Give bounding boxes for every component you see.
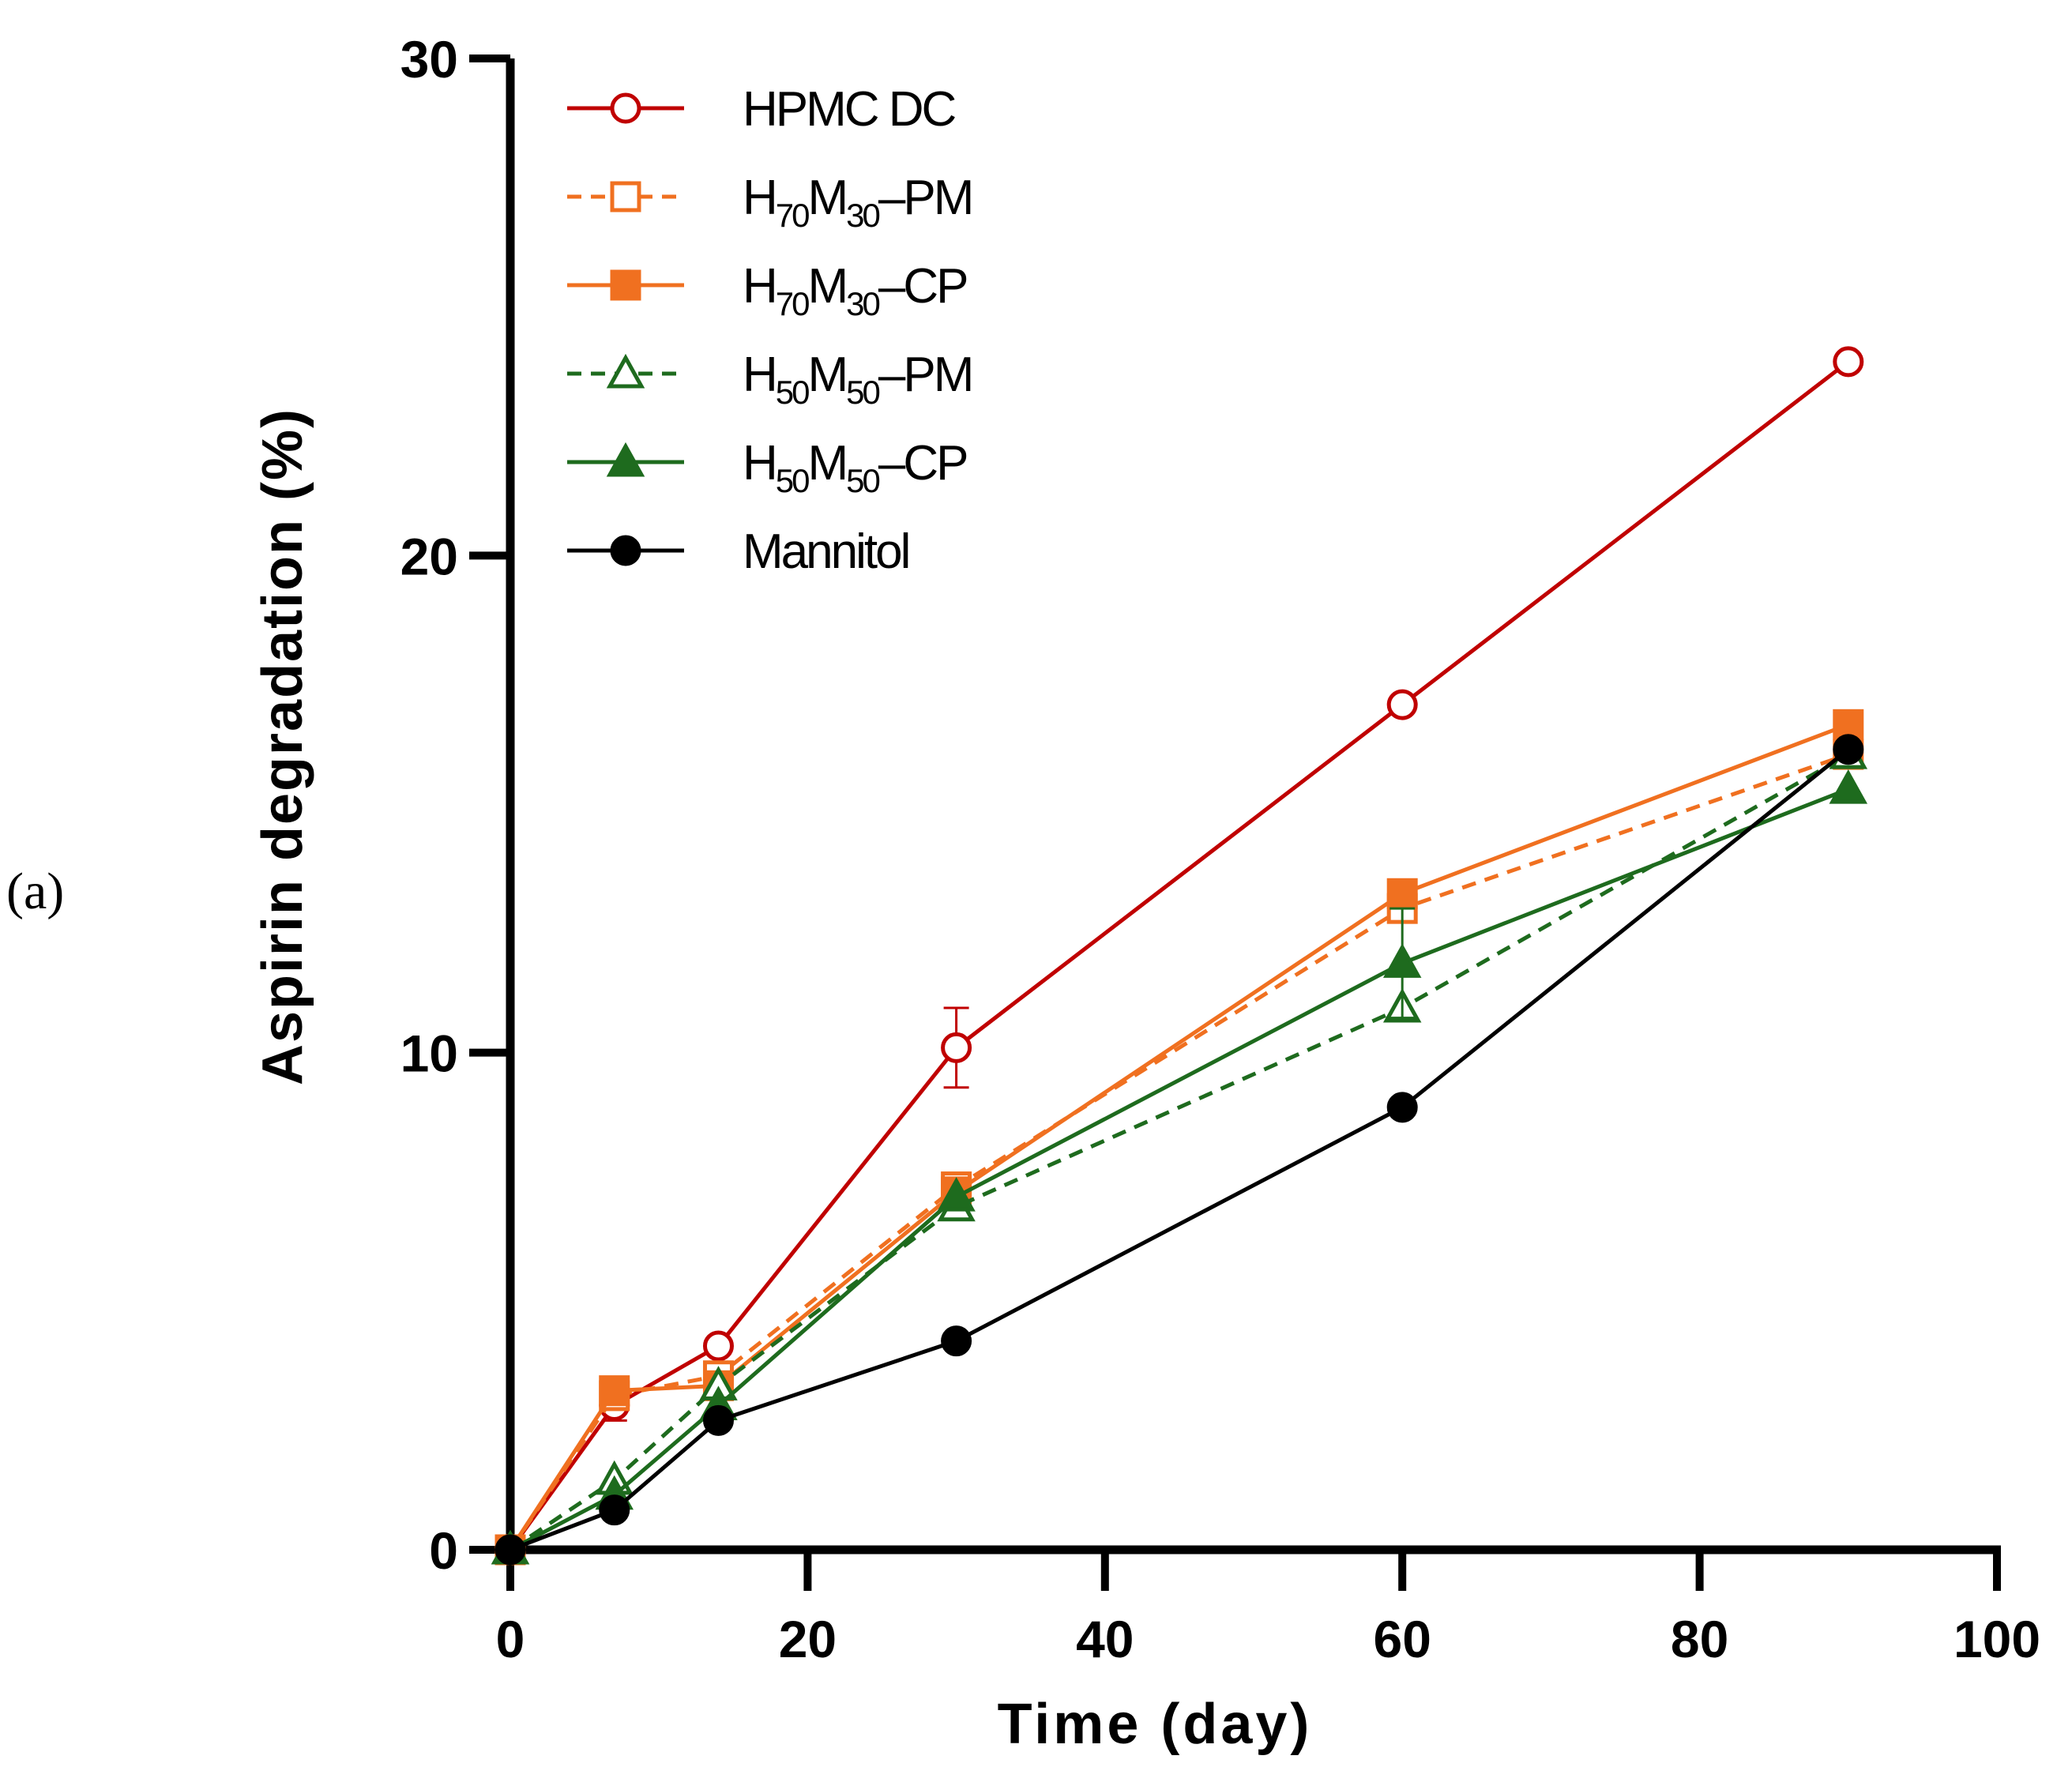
legend-item: H70M30–CP bbox=[567, 259, 969, 322]
data-point bbox=[937, 1177, 976, 1212]
y-tick-label: 0 bbox=[429, 1521, 458, 1580]
series-line bbox=[509, 787, 1849, 1552]
data-point bbox=[1833, 709, 1864, 740]
legend-item: H70M30–PM bbox=[567, 171, 974, 234]
plot-area bbox=[491, 346, 1868, 1566]
data-point bbox=[494, 1534, 526, 1566]
data-point bbox=[702, 1404, 734, 1436]
legend-item: Mannitol bbox=[567, 524, 911, 579]
legend-item: HPMC DC bbox=[567, 82, 958, 137]
data-point bbox=[1833, 734, 1864, 765]
panel-label: (a) bbox=[6, 863, 64, 920]
series-line bbox=[508, 359, 1850, 1551]
legend-item: H50M50–PM bbox=[567, 348, 974, 411]
x-tick-label: 20 bbox=[779, 1610, 837, 1668]
y-tick-label: 30 bbox=[400, 30, 458, 88]
legend-label: Mannitol bbox=[743, 524, 908, 579]
legend: HPMC DC H70M30–PM H70M30–CP H50M50–PM H50M50… bbox=[567, 82, 974, 579]
series-line bbox=[508, 722, 1849, 1551]
series-line bbox=[510, 747, 1850, 1552]
legend-label: H70M30–PM bbox=[743, 171, 972, 234]
data-point bbox=[1829, 769, 1868, 804]
legend-marker bbox=[610, 535, 641, 566]
legend-label: H50M50–CP bbox=[743, 436, 967, 499]
legend-item: H50M50–CP bbox=[567, 436, 969, 499]
legend-marker bbox=[610, 181, 641, 212]
x-tick-label: 80 bbox=[1671, 1610, 1728, 1668]
x-tick-label: 100 bbox=[1954, 1610, 2040, 1668]
legend-marker bbox=[610, 269, 641, 301]
legend-marker bbox=[606, 442, 645, 477]
series-mannitol bbox=[494, 734, 1864, 1566]
series-line bbox=[508, 752, 1849, 1551]
legend-label: H50M50–PM bbox=[743, 348, 972, 411]
data-point bbox=[941, 1325, 972, 1357]
axes: 0 10 20 30 0 20 40 60 80 100 bbox=[400, 30, 2040, 1668]
data-point bbox=[1386, 689, 1418, 720]
data-point bbox=[1833, 346, 1864, 378]
legend-label: H70M30–CP bbox=[743, 259, 967, 322]
legend-marker bbox=[606, 353, 645, 389]
data-point bbox=[1386, 878, 1418, 909]
y-tick-label: 20 bbox=[400, 527, 458, 585]
legend-label: HPMC DC bbox=[743, 82, 956, 137]
data-point bbox=[1382, 943, 1422, 978]
data-point bbox=[599, 1494, 630, 1526]
x-tick-label: 0 bbox=[496, 1610, 525, 1668]
x-axis-title: Time (day) bbox=[998, 1693, 1313, 1756]
y-axis-title: Aspirin degradation (%) bbox=[251, 408, 314, 1085]
x-tick-label: 60 bbox=[1373, 1610, 1431, 1668]
series-h50m50-cp bbox=[491, 769, 1868, 1565]
x-tick-label: 40 bbox=[1076, 1610, 1134, 1668]
data-point bbox=[1386, 1092, 1418, 1123]
legend-marker bbox=[610, 92, 641, 124]
data-point bbox=[941, 1032, 972, 1063]
data-point bbox=[599, 1375, 630, 1407]
data-point bbox=[702, 1330, 734, 1362]
y-tick-label: 10 bbox=[400, 1024, 458, 1083]
